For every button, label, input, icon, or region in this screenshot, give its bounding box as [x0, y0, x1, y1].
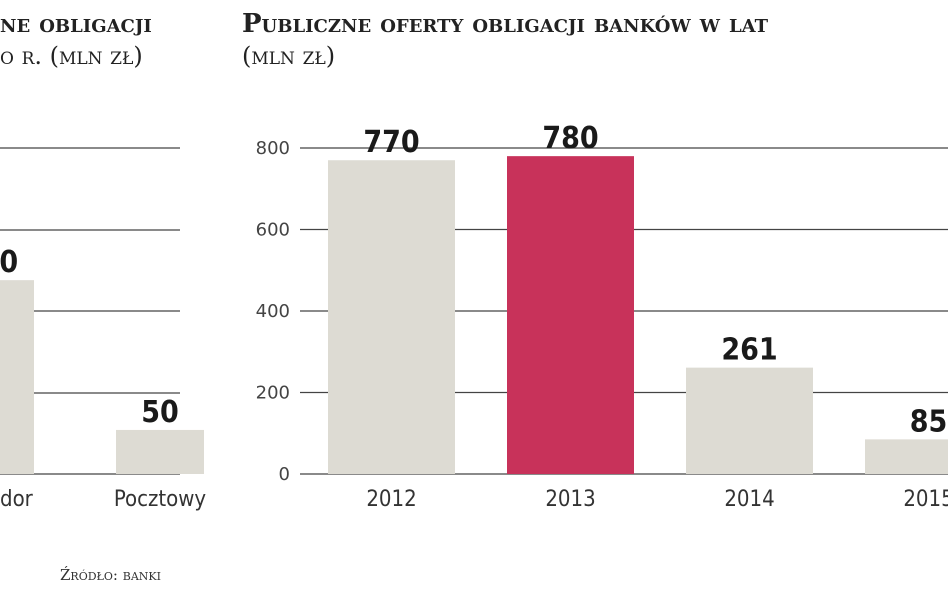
value-label: 50	[141, 395, 179, 430]
value-label: 85	[910, 404, 948, 439]
bar	[686, 367, 813, 474]
y-tick-label: 200	[256, 383, 290, 404]
y-tick-label: 0	[279, 464, 290, 485]
value-label: 220	[0, 245, 18, 280]
y-tick-label: 800	[256, 138, 290, 159]
chart-title: Publiczne oferty obligacji banków w lat	[242, 9, 769, 39]
chart-subtitle: o r. (mln zł)	[0, 42, 143, 70]
value-label: 261	[721, 333, 777, 368]
bar	[0, 280, 34, 474]
x-tick-label: Pocztowy	[114, 487, 207, 512]
y-tick-label: 600	[256, 220, 290, 241]
chart-title: ne obligacji	[0, 9, 152, 39]
x-tick-label: dor	[0, 487, 34, 512]
bar	[116, 429, 204, 474]
x-tick-label: 2015	[903, 487, 948, 512]
value-label: 770	[363, 125, 419, 160]
source: Źródło: banki	[60, 566, 161, 584]
bar	[507, 156, 634, 474]
y-tick-label: 400	[256, 301, 290, 322]
x-tick-label: 2013	[545, 487, 595, 512]
x-tick-label: 2014	[724, 487, 774, 512]
value-label: 780	[542, 121, 598, 156]
x-tick-label: 2012	[366, 487, 416, 512]
bar	[328, 160, 455, 474]
chart-subtitle: (mln zł)	[242, 42, 335, 70]
bar	[865, 439, 948, 474]
